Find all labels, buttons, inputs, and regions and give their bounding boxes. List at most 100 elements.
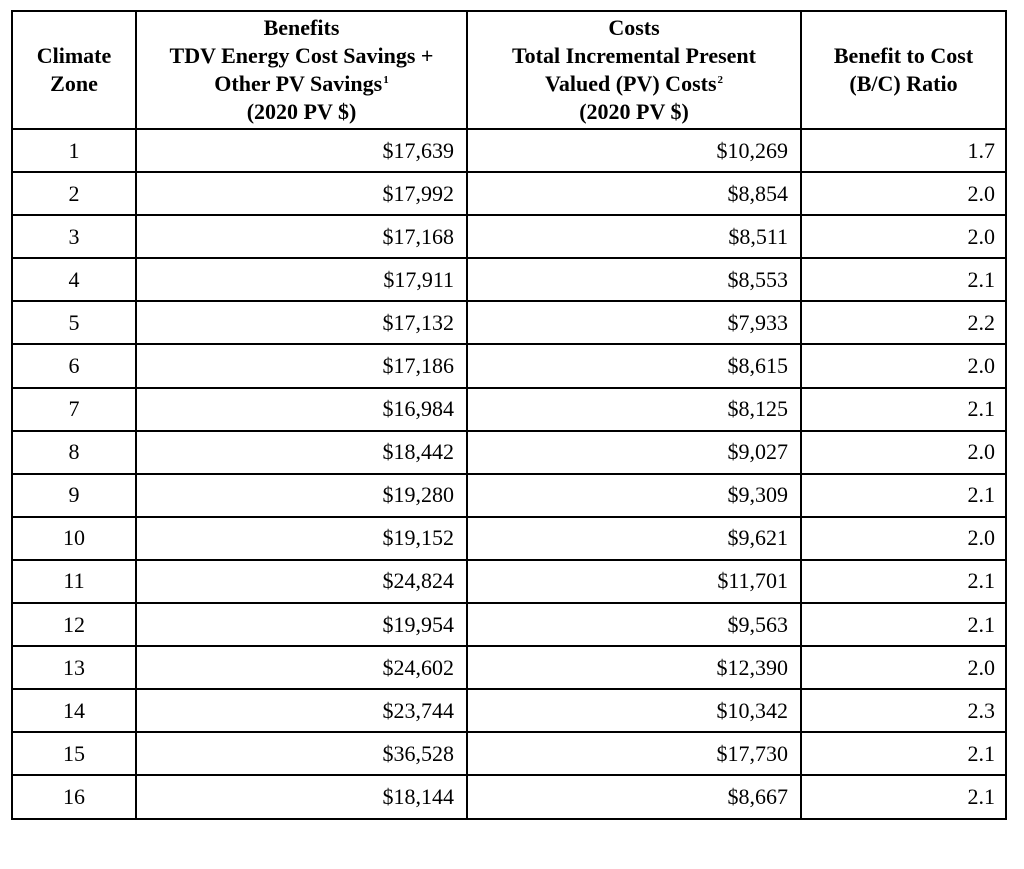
table-row: 12 $19,954 $9,563 2.1 xyxy=(11,602,1007,648)
cell-bc-ratio: 2.1 xyxy=(800,386,1007,432)
cell-benefits: $17,132 xyxy=(135,300,468,346)
cell-benefits: $17,639 xyxy=(135,127,468,174)
cell-bc-ratio: 2.0 xyxy=(800,214,1007,260)
cell-costs: $12,390 xyxy=(466,645,802,691)
table-row: 5 $17,132 $7,933 2.2 xyxy=(11,300,1007,346)
header-costs-line3-text: Valued (PV) Costs xyxy=(544,71,717,96)
cell-costs: $7,933 xyxy=(466,300,802,346)
table-row: 3 $17,168 $8,511 2.0 xyxy=(11,214,1007,260)
table-row: 8 $18,442 $9,027 2.0 xyxy=(11,429,1007,475)
header-costs-line3: Valued (PV) Costs2 xyxy=(468,70,800,98)
cell-climate-zone: 13 xyxy=(11,645,137,691)
cell-benefits: $17,992 xyxy=(135,171,468,217)
benefit-cost-table: Climate Zone Benefits TDV Energy Cost Sa… xyxy=(11,10,1007,820)
cell-climate-zone: 6 xyxy=(11,343,137,389)
cell-benefits: $24,824 xyxy=(135,558,468,605)
cell-costs: $10,342 xyxy=(466,688,802,734)
table-row: 11 $24,824 $11,701 2.1 xyxy=(11,558,1007,605)
footnote-marker-2: 2 xyxy=(717,74,724,86)
cell-climate-zone: 12 xyxy=(11,602,137,648)
table-row: 16 $18,144 $8,667 2.1 xyxy=(11,774,1007,820)
cell-costs: $10,269 xyxy=(466,127,802,174)
cell-bc-ratio: 2.1 xyxy=(800,731,1007,777)
table-row: 2 $17,992 $8,854 2.0 xyxy=(11,171,1007,217)
header-benefits-line2: TDV Energy Cost Savings + xyxy=(169,43,434,68)
cell-climate-zone: 4 xyxy=(11,257,137,303)
cell-costs: $8,667 xyxy=(466,774,802,820)
table-row: 14 $23,744 $10,342 2.3 xyxy=(11,688,1007,734)
cell-climate-zone: 14 xyxy=(11,688,137,734)
cell-bc-ratio: 2.0 xyxy=(800,343,1007,389)
cell-bc-ratio: 2.1 xyxy=(800,774,1007,820)
header-benefits: Benefits TDV Energy Cost Savings + Other… xyxy=(135,10,468,130)
cell-bc-ratio: 2.3 xyxy=(800,688,1007,734)
cell-climate-zone: 3 xyxy=(11,214,137,260)
header-benefits-line4: (2020 PV $) xyxy=(246,99,357,124)
header-climate-zone-line1: Climate xyxy=(36,43,112,68)
cell-costs: $9,563 xyxy=(466,602,802,648)
cell-benefits: $24,602 xyxy=(135,645,468,691)
cell-climate-zone: 11 xyxy=(11,558,137,605)
table-row: 6 $17,186 $8,615 2.0 xyxy=(11,343,1007,389)
cell-benefits: $36,528 xyxy=(135,731,468,777)
cell-benefits: $17,911 xyxy=(135,257,468,303)
table-row: 10 $19,152 $9,621 2.0 xyxy=(11,515,1007,561)
cell-climate-zone: 10 xyxy=(11,515,137,561)
cell-benefits: $17,186 xyxy=(135,343,468,389)
cell-costs: $8,615 xyxy=(466,343,802,389)
cell-bc-ratio: 2.0 xyxy=(800,515,1007,561)
table-header: Climate Zone Benefits TDV Energy Cost Sa… xyxy=(11,10,1007,130)
cell-benefits: $23,744 xyxy=(135,688,468,734)
cell-benefits: $19,954 xyxy=(135,602,468,648)
cell-climate-zone: 5 xyxy=(11,300,137,346)
benefit-cost-table-container: Climate Zone Benefits TDV Energy Cost Sa… xyxy=(11,10,1007,820)
cell-bc-ratio: 2.0 xyxy=(800,429,1007,475)
cell-costs: $9,309 xyxy=(466,472,802,518)
header-bc-ratio-line2: (B/C) Ratio xyxy=(849,71,958,96)
table-row: 13 $24,602 $12,390 2.0 xyxy=(11,645,1007,691)
cell-costs: $9,027 xyxy=(466,429,802,475)
cell-bc-ratio: 2.1 xyxy=(800,602,1007,648)
cell-benefits: $18,442 xyxy=(135,429,468,475)
header-benefits-line3-text: Other PV Savings xyxy=(214,71,383,96)
footnote-marker-1: 1 xyxy=(383,74,389,86)
cell-costs: $8,553 xyxy=(466,257,802,303)
cell-benefits: $19,152 xyxy=(135,515,468,561)
cell-benefits: $17,168 xyxy=(135,214,468,260)
table-row: 15 $36,528 $17,730 2.1 xyxy=(11,731,1007,777)
cell-costs: $8,854 xyxy=(466,171,802,217)
cell-climate-zone: 1 xyxy=(11,127,137,174)
cell-bc-ratio: 2.0 xyxy=(800,171,1007,217)
cell-benefits: $19,280 xyxy=(135,472,468,518)
cell-bc-ratio: 2.1 xyxy=(800,257,1007,303)
cell-bc-ratio: 2.2 xyxy=(800,300,1007,346)
header-climate-zone-line2: Zone xyxy=(50,71,98,96)
header-costs-line1: Costs xyxy=(608,15,660,40)
header-bc-ratio: Benefit to Cost (B/C) Ratio xyxy=(800,10,1007,130)
header-bc-ratio-line1: Benefit to Cost xyxy=(833,43,974,68)
cell-bc-ratio: 2.1 xyxy=(800,558,1007,605)
table-row: 1 $17,639 $10,269 1.7 xyxy=(11,127,1007,174)
header-costs: Costs Total Incremental Present Valued (… xyxy=(466,10,802,130)
cell-costs: $8,511 xyxy=(466,214,802,260)
cell-climate-zone: 15 xyxy=(11,731,137,777)
header-benefits-line1: Benefits xyxy=(263,15,340,40)
cell-costs: $8,125 xyxy=(466,386,802,432)
cell-benefits: $16,984 xyxy=(135,386,468,432)
cell-bc-ratio: 1.7 xyxy=(800,127,1007,174)
header-costs-line2: Total Incremental Present xyxy=(511,43,756,68)
table-row: 7 $16,984 $8,125 2.1 xyxy=(11,386,1007,432)
table-row: 9 $19,280 $9,309 2.1 xyxy=(11,472,1007,518)
table-row: 4 $17,911 $8,553 2.1 xyxy=(11,257,1007,303)
cell-costs: $11,701 xyxy=(466,558,802,605)
cell-bc-ratio: 2.0 xyxy=(800,645,1007,691)
cell-bc-ratio: 2.1 xyxy=(800,472,1007,518)
cell-benefits: $18,144 xyxy=(135,774,468,820)
cell-costs: $17,730 xyxy=(466,731,802,777)
cell-costs: $9,621 xyxy=(466,515,802,561)
table-body: 1 $17,639 $10,269 1.7 2 $17,992 $8,854 2… xyxy=(11,127,1007,820)
cell-climate-zone: 8 xyxy=(11,429,137,475)
cell-climate-zone: 7 xyxy=(11,386,137,432)
cell-climate-zone: 2 xyxy=(11,171,137,217)
header-row: Climate Zone Benefits TDV Energy Cost Sa… xyxy=(11,10,1007,130)
